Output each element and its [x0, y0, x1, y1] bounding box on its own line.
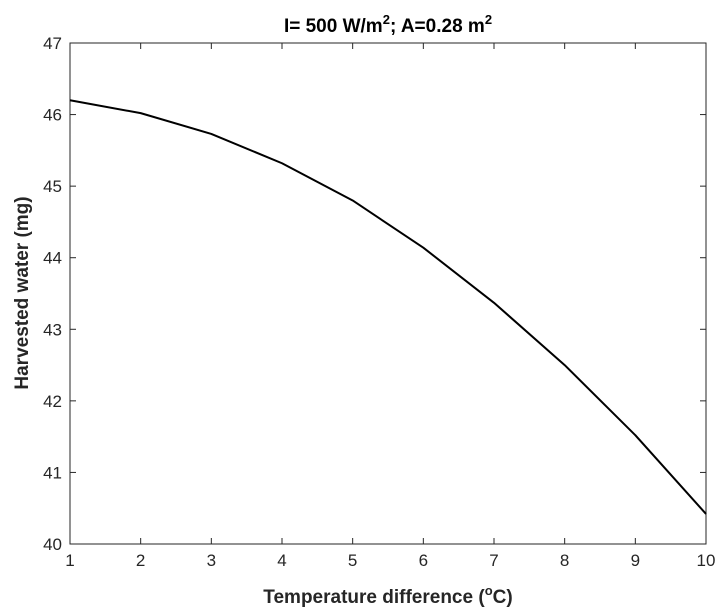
x-tick-label: 3	[207, 551, 216, 570]
y-tick-label: 43	[43, 320, 62, 339]
plot-area	[69, 42, 707, 545]
x-tick-label: 7	[489, 551, 498, 570]
x-tick-label: 4	[277, 551, 286, 570]
chart-title: I= 500 W/m2; A=0.28 m2	[284, 12, 492, 37]
x-axis-label: Temperature difference (oC)	[263, 583, 512, 608]
y-axis-label: Harvested water (mg)	[12, 196, 33, 389]
y-tick-label: 47	[43, 34, 62, 53]
y-tick-label: 42	[43, 392, 62, 411]
x-tick-label: 2	[136, 551, 145, 570]
y-tick-label: 44	[43, 249, 62, 268]
series-line	[69, 99, 707, 515]
y-tick-label: 46	[43, 106, 62, 125]
x-tick-label: 10	[697, 551, 716, 570]
x-tick-label: 5	[348, 551, 357, 570]
y-tick-label: 41	[43, 463, 62, 482]
x-tick-label: 8	[560, 551, 569, 570]
x-tick-label: 1	[65, 551, 74, 570]
y-tick-label: 40	[43, 535, 62, 554]
y-tick-label: 45	[43, 177, 62, 196]
x-tick-label: 6	[419, 551, 428, 570]
x-tick-label: 9	[631, 551, 640, 570]
series-layer	[69, 99, 707, 515]
